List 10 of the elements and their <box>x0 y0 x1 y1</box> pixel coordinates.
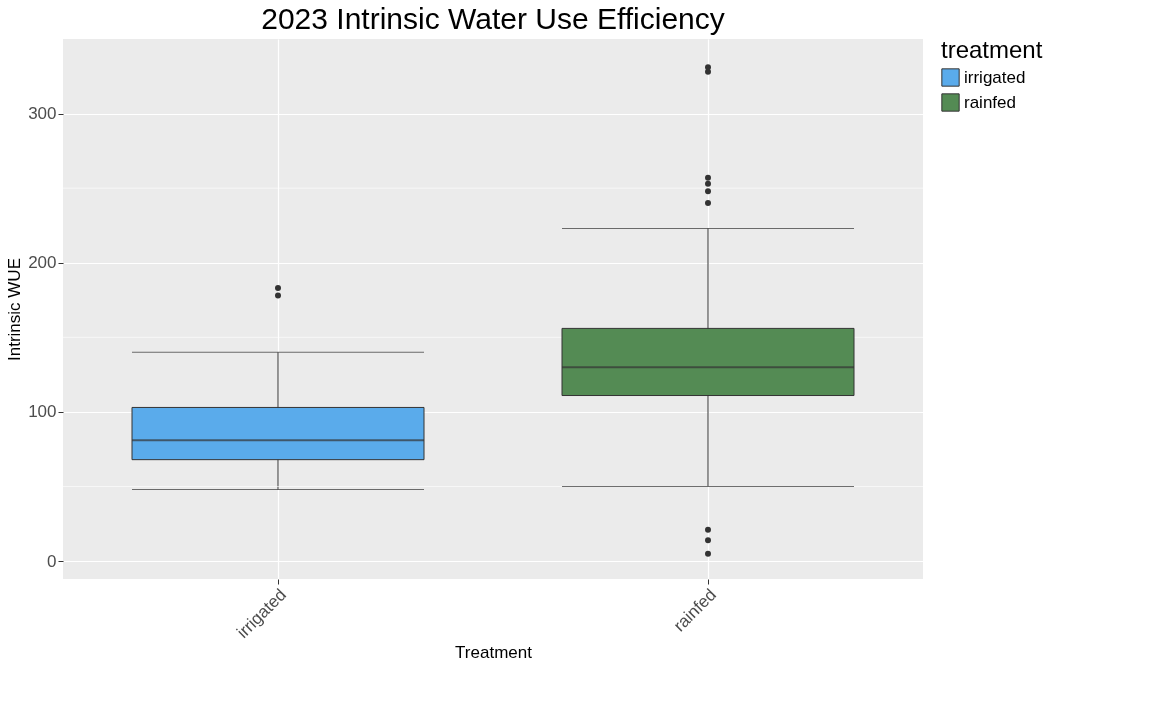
legend-label: rainfed <box>964 92 1016 112</box>
legend-title: treatment <box>941 36 1043 63</box>
chart-title: 2023 Intrinsic Water Use Efficiency <box>261 2 725 35</box>
y-tick-label: 200 <box>28 253 57 273</box>
y-axis-title: Intrinsic WUE <box>5 258 25 361</box>
legend-label: irrigated <box>964 67 1026 87</box>
y-tick-label: 100 <box>28 402 57 422</box>
x-axis-title: Treatment <box>455 643 533 663</box>
y-tick-label: 300 <box>28 104 57 124</box>
y-tick-label: 0 <box>47 551 57 571</box>
